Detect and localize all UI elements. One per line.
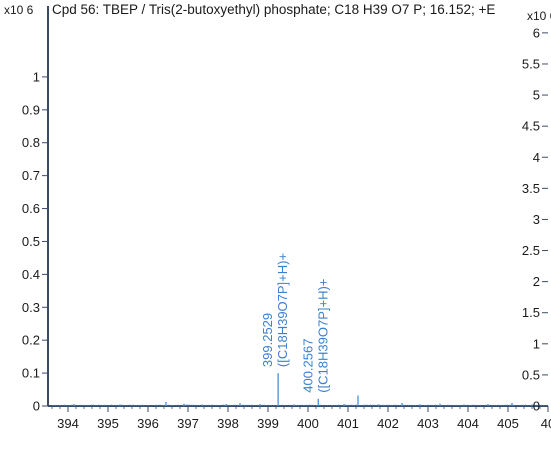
y-tick-label: 0.9 — [22, 102, 40, 117]
y2-tick-label: 0.5 — [522, 367, 540, 382]
y2-multiplier-label: x10 6 — [527, 9, 551, 23]
x-tick-label: 395 — [97, 416, 119, 431]
y2-tick-label: 1 — [533, 336, 540, 351]
y-multiplier-label: x10 6 — [4, 3, 34, 17]
y-tick-label: 0.4 — [22, 267, 40, 282]
y2-tick-label: 1.5 — [522, 305, 540, 320]
peak-annotation-line: 400.2567 — [300, 339, 315, 393]
y2-tick-label: 2 — [533, 274, 540, 289]
peak-bars — [51, 373, 548, 406]
x-tick-label: 403 — [417, 416, 439, 431]
chart-title: Cpd 56: TBEP / Tris(2-butoxyethyl) phosp… — [52, 2, 495, 17]
y-tick-label: 0 — [33, 399, 40, 414]
x-tick-label: 398 — [217, 416, 239, 431]
x-tick-label: 404 — [457, 416, 479, 431]
y2-tick-label: 0 — [533, 399, 540, 414]
y-tick-label: 1 — [33, 69, 40, 84]
y-tick-label: 0.3 — [22, 300, 40, 315]
y-tick-label: 0.2 — [22, 333, 40, 348]
y2-tick-label: 5.5 — [522, 56, 540, 71]
y2-tick-label: 4 — [533, 150, 540, 165]
x-tick-label: 394 — [57, 416, 79, 431]
x-tick-label: 396 — [137, 416, 159, 431]
y2-tick-label: 5 — [533, 88, 540, 103]
x-tick-label: 402 — [377, 416, 399, 431]
y-tick-label: 0.8 — [22, 135, 40, 150]
y-tick-label: 0.1 — [22, 366, 40, 381]
y2-tick-label: 4.5 — [522, 119, 540, 134]
x-tick-label: 400 — [297, 416, 319, 431]
y2-tick-label: 3 — [533, 212, 540, 227]
x-tick-label: 399 — [257, 416, 279, 431]
peak-annotation-line: 399.2529 — [260, 313, 275, 367]
x-tick-label: 401 — [337, 416, 359, 431]
y-tick-label: 0.5 — [22, 234, 40, 249]
y2-tick-label: 6 — [533, 25, 540, 40]
x-tick-label: 405 — [497, 416, 519, 431]
x-tick-label: 397 — [177, 416, 199, 431]
x-tick-label: 40 — [541, 416, 551, 431]
y-tick-label: 0.6 — [22, 201, 40, 216]
y2-tick-label: 2.5 — [522, 243, 540, 258]
tick-labels: 0 0.1 0.2 0.3 0.4 0.5 0.6 0.7 0.8 0.9 1 0 0.5 1 1.5 2 2.… — [22, 25, 551, 431]
y-tick-label: 0.7 — [22, 168, 40, 183]
peak-annotation-line: ([C18H39O7P]+H)+ — [275, 253, 290, 367]
y2-tick-label: 3.5 — [522, 181, 540, 196]
peak-annotation-line: ([C18H39O7P]+H)+ — [315, 279, 330, 393]
peak-annotations: 399.2529 ([C18H39O7P]+H)+ 400.2567 ([C18H39… — [260, 253, 330, 393]
